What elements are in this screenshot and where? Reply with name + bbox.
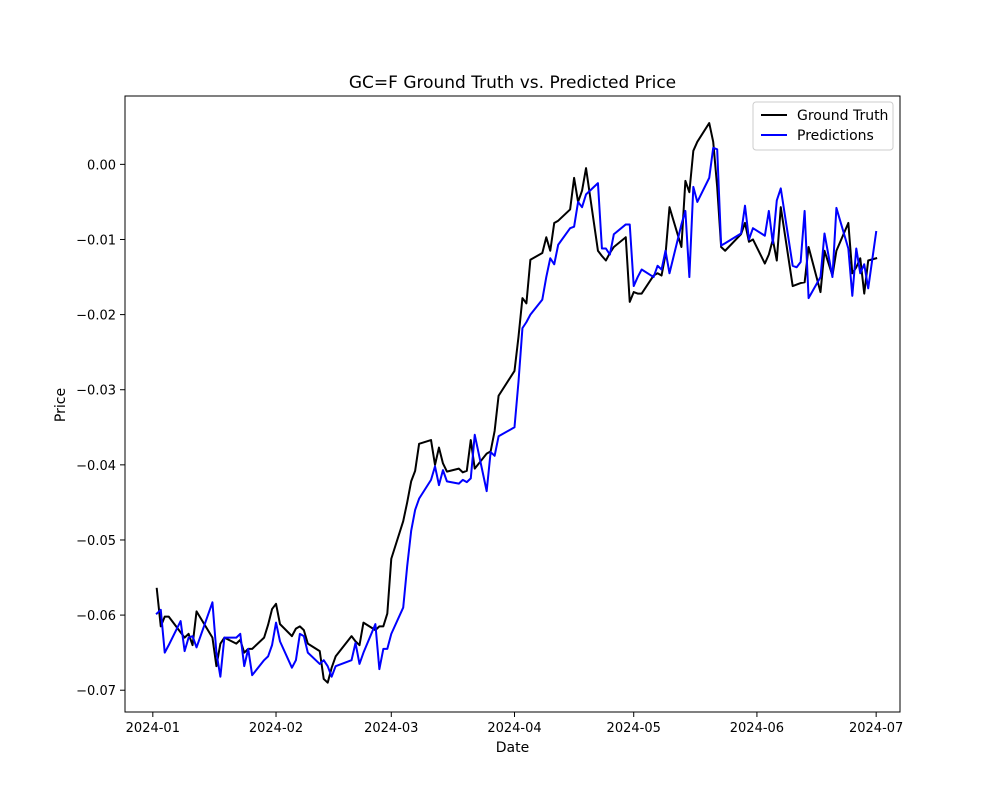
series-line-ground-truth xyxy=(155,122,878,684)
legend-box xyxy=(752,101,894,151)
chart-title: GC=F Ground Truth vs. Predicted Price xyxy=(349,73,676,93)
axes: 2024-01 2024-02 2024-03 2024-04 2024-05 2024-… xyxy=(76,95,903,736)
y-tick-label: −0.06 xyxy=(76,609,116,624)
plot-area xyxy=(155,122,878,684)
legend-label: Ground Truth xyxy=(797,108,888,124)
x-tick-label: 2024-04 xyxy=(487,721,541,736)
legend: Ground Truth Predictions xyxy=(752,101,894,151)
plot-frame xyxy=(124,95,901,713)
x-tick-label: 2024-01 xyxy=(126,721,180,736)
y-tick-label: −0.03 xyxy=(76,384,116,399)
x-tick-label: 2024-05 xyxy=(607,721,661,736)
x-tick-label: 2024-06 xyxy=(730,721,784,736)
y-tick-label: −0.07 xyxy=(76,684,116,699)
x-tick-label: 2024-03 xyxy=(364,721,418,736)
series-line-predictions xyxy=(155,146,878,678)
x-tick-label: 2024-02 xyxy=(249,721,303,736)
y-tick-label: −0.01 xyxy=(76,233,116,248)
y-tick-label: −0.02 xyxy=(76,309,116,324)
x-axis-label: Date xyxy=(496,740,529,756)
y-tick-label: −0.05 xyxy=(76,534,116,549)
y-tick-label: −0.04 xyxy=(76,459,116,474)
x-tick-label: 2024-07 xyxy=(849,721,903,736)
y-tick-label: 0.00 xyxy=(87,158,116,173)
legend-label: Predictions xyxy=(797,128,874,144)
y-axis-label: Price xyxy=(53,388,69,422)
